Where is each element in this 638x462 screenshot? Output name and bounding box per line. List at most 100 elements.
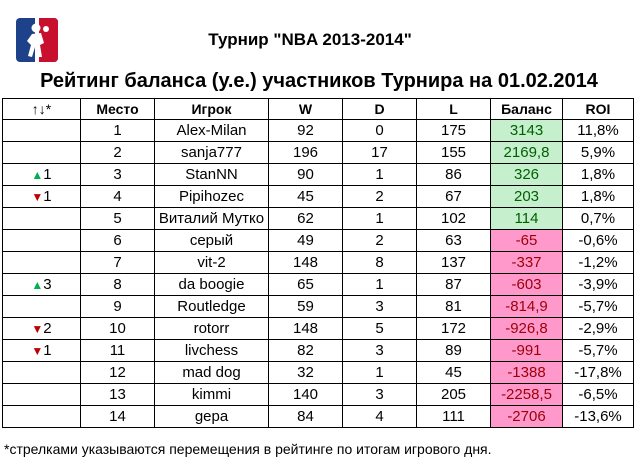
move-cell (2, 141, 81, 164)
move-count: 3 (43, 276, 52, 293)
balance-cell: -814,9 (490, 295, 563, 318)
draws-cell: 1 (342, 163, 417, 186)
losses-cell: 87 (416, 273, 491, 296)
losses-cell: 63 (416, 229, 491, 252)
move-cell (2, 361, 81, 384)
player-cell: серый (154, 229, 269, 252)
place-cell: 7 (80, 251, 155, 274)
roi-cell: -6,5% (562, 383, 634, 406)
roi-cell: -3,9% (562, 273, 634, 296)
roi-cell: 5,9% (562, 141, 634, 164)
draws-cell: 5 (342, 317, 417, 340)
losses-cell: 205 (416, 383, 491, 406)
balance-cell: -991 (490, 339, 563, 362)
balance-cell: 114 (490, 207, 563, 230)
balance-cell: 326 (490, 163, 563, 186)
roi-cell: -13,6% (562, 405, 634, 428)
column-header-l: L (416, 98, 491, 120)
place-cell: 14 (80, 405, 155, 428)
move-count: 1 (43, 188, 52, 205)
column-header-player: Игрок (154, 98, 269, 120)
roi-cell: -5,7% (562, 339, 634, 362)
wins-cell: 32 (268, 361, 343, 384)
wins-cell: 84 (268, 405, 343, 428)
wins-cell: 140 (268, 383, 343, 406)
place-cell: 13 (80, 383, 155, 406)
move-cell (2, 229, 81, 252)
move-count: 2 (43, 320, 52, 337)
move-count: 1 (43, 342, 52, 359)
losses-cell: 155 (416, 141, 491, 164)
table-row: 7 vit-2 148 8 137 -337 -1,2% (2, 251, 634, 274)
draws-cell: 1 (342, 361, 417, 384)
table-row: 1 Alex-Milan 92 0 175 3143 11,8% (2, 119, 634, 142)
losses-cell: 86 (416, 163, 491, 186)
table-row: 6 серый 49 2 63 -65 -0,6% (2, 229, 634, 252)
wins-cell: 90 (268, 163, 343, 186)
table-row: 2 sanja777 196 17 155 2169,8 5,9% (2, 141, 634, 164)
table-row: ▼2 10 rotorr 148 5 172 -926,8 -2,9% (2, 317, 634, 340)
move-cell (2, 405, 81, 428)
roi-cell: -0,6% (562, 229, 634, 252)
roi-cell: 1,8% (562, 185, 634, 208)
arrow-down-icon: ▼ (31, 322, 44, 336)
wins-cell: 59 (268, 295, 343, 318)
move-cell: ▲1 (2, 163, 81, 186)
draws-cell: 3 (342, 295, 417, 318)
losses-cell: 102 (416, 207, 491, 230)
column-header-move: ↑↓* (2, 98, 81, 120)
player-cell: da boogie (154, 273, 269, 296)
table-row: ▼1 4 Pipihozec 45 2 67 203 1,8% (2, 185, 634, 208)
player-cell: gepa (154, 405, 269, 428)
table-row: 12 mad dog 32 1 45 -1388 -17,8% (2, 361, 634, 384)
losses-cell: 175 (416, 119, 491, 142)
player-cell: mad dog (154, 361, 269, 384)
table-row: ▲1 3 StanNN 90 1 86 326 1,8% (2, 163, 634, 186)
column-header-balance: Баланс (490, 98, 563, 120)
rating-subtitle: Рейтинг баланса (у.е.) участников Турнир… (40, 70, 598, 92)
draws-cell: 3 (342, 383, 417, 406)
losses-cell: 45 (416, 361, 491, 384)
tournament-title: Турнир "NBA 2013-2014" (208, 30, 412, 49)
losses-cell: 137 (416, 251, 491, 274)
roi-cell: -1,2% (562, 251, 634, 274)
balance-cell: 203 (490, 185, 563, 208)
table-row: ▲3 8 da boogie 65 1 87 -603 -3,9% (2, 273, 634, 296)
wins-cell: 92 (268, 119, 343, 142)
arrow-down-icon: ▼ (31, 344, 44, 358)
player-cell: vit-2 (154, 251, 269, 274)
roi-cell: 11,8% (562, 119, 634, 142)
wins-cell: 148 (268, 251, 343, 274)
balance-cell: -603 (490, 273, 563, 296)
place-cell: 8 (80, 273, 155, 296)
roi-cell: -17,8% (562, 361, 634, 384)
place-cell: 11 (80, 339, 155, 362)
draws-cell: 2 (342, 185, 417, 208)
header-row: ↑↓* Место Игрок W D L Баланс ROI (2, 98, 634, 120)
move-count: 1 (43, 166, 52, 183)
footnote: *стрелками указываются перемещения в рей… (4, 441, 492, 457)
place-cell: 9 (80, 295, 155, 318)
arrow-up-icon: ▲ (31, 168, 44, 182)
player-cell: StanNN (154, 163, 269, 186)
nba-logo (16, 18, 58, 62)
roi-cell: -2,9% (562, 317, 634, 340)
losses-cell: 89 (416, 339, 491, 362)
balance-cell: -2706 (490, 405, 563, 428)
table-row: ▼1 11 livchess 82 3 89 -991 -5,7% (2, 339, 634, 362)
draws-cell: 1 (342, 273, 417, 296)
balance-cell: -926,8 (490, 317, 563, 340)
balance-cell: -337 (490, 251, 563, 274)
draws-cell: 0 (342, 119, 417, 142)
place-cell: 12 (80, 361, 155, 384)
losses-cell: 81 (416, 295, 491, 318)
move-cell: ▼1 (2, 339, 81, 362)
roi-cell: 0,7% (562, 207, 634, 230)
place-cell: 4 (80, 185, 155, 208)
draws-cell: 8 (342, 251, 417, 274)
column-header-w: W (268, 98, 343, 120)
table-row: 5 Виталий Мутко 62 1 102 114 0,7% (2, 207, 634, 230)
arrow-up-icon: ▲ (31, 278, 44, 292)
move-cell (2, 207, 81, 230)
